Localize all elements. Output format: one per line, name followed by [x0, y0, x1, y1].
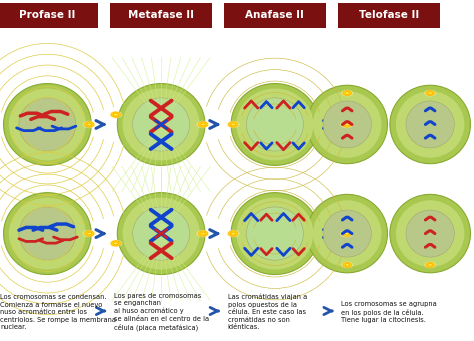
Ellipse shape — [424, 262, 436, 268]
Text: Anafase II: Anafase II — [246, 10, 304, 20]
Ellipse shape — [113, 113, 118, 116]
Ellipse shape — [342, 231, 352, 236]
Text: Metafase II: Metafase II — [128, 10, 194, 20]
Ellipse shape — [323, 210, 371, 257]
Ellipse shape — [390, 85, 470, 164]
Ellipse shape — [237, 197, 313, 270]
Text: Las cromátidas viajan a
polos opuestos de la
célula. En este caso las
cromátidas: Las cromátidas viajan a polos opuestos d… — [228, 294, 307, 330]
Ellipse shape — [4, 193, 91, 275]
Ellipse shape — [109, 111, 122, 118]
Ellipse shape — [9, 88, 86, 161]
Ellipse shape — [123, 88, 200, 161]
Ellipse shape — [227, 121, 240, 128]
Text: Los cromosomas se condensan.
Comienza a formarse el nuevo
nuso acromático entre : Los cromosomas se condensan. Comienza a … — [0, 294, 116, 330]
Ellipse shape — [118, 193, 205, 275]
Ellipse shape — [396, 200, 465, 267]
Ellipse shape — [428, 92, 432, 94]
FancyBboxPatch shape — [337, 3, 439, 28]
Ellipse shape — [231, 232, 236, 235]
Ellipse shape — [428, 264, 432, 266]
Ellipse shape — [345, 92, 349, 94]
Ellipse shape — [196, 230, 210, 237]
Ellipse shape — [228, 231, 238, 236]
Ellipse shape — [424, 90, 436, 97]
Ellipse shape — [231, 123, 236, 126]
Ellipse shape — [84, 231, 94, 236]
Text: Los pares de cromosomas
se enganchan
al huso acromático y
se alinéan en el centr: Los pares de cromosomas se enganchan al … — [114, 293, 209, 331]
Ellipse shape — [133, 207, 190, 260]
Ellipse shape — [246, 207, 303, 260]
Ellipse shape — [123, 197, 200, 270]
Ellipse shape — [426, 91, 434, 95]
Text: Profase II: Profase II — [19, 10, 75, 20]
Ellipse shape — [87, 232, 91, 235]
Ellipse shape — [201, 232, 205, 235]
Ellipse shape — [198, 231, 208, 236]
Ellipse shape — [342, 122, 352, 127]
Ellipse shape — [345, 232, 349, 235]
Text: Los cromosomas se agrupna
en los polos de la célula.
Tiene lugar la citocinesis.: Los cromosomas se agrupna en los polos d… — [341, 301, 437, 323]
Ellipse shape — [341, 90, 353, 97]
Ellipse shape — [343, 263, 351, 267]
Ellipse shape — [343, 91, 351, 95]
Ellipse shape — [133, 98, 190, 151]
Ellipse shape — [345, 264, 349, 266]
Ellipse shape — [323, 101, 371, 148]
Ellipse shape — [396, 91, 465, 158]
Ellipse shape — [19, 207, 76, 260]
Ellipse shape — [231, 84, 319, 165]
Ellipse shape — [406, 101, 454, 148]
Ellipse shape — [307, 194, 387, 273]
Ellipse shape — [390, 194, 470, 273]
Ellipse shape — [345, 123, 349, 126]
Ellipse shape — [111, 112, 120, 117]
Ellipse shape — [84, 122, 94, 127]
Ellipse shape — [82, 230, 96, 237]
Ellipse shape — [19, 98, 76, 151]
Ellipse shape — [82, 121, 96, 128]
Ellipse shape — [406, 210, 454, 257]
Ellipse shape — [196, 121, 210, 128]
Ellipse shape — [201, 123, 205, 126]
Ellipse shape — [426, 263, 434, 267]
Ellipse shape — [9, 197, 86, 270]
Ellipse shape — [87, 123, 91, 126]
Ellipse shape — [313, 200, 382, 267]
Ellipse shape — [109, 240, 122, 247]
Text: Telofase II: Telofase II — [358, 10, 419, 20]
Ellipse shape — [111, 241, 120, 246]
FancyBboxPatch shape — [110, 3, 212, 28]
Ellipse shape — [227, 230, 240, 237]
Ellipse shape — [118, 84, 205, 165]
Ellipse shape — [307, 85, 387, 164]
FancyBboxPatch shape — [0, 3, 99, 28]
FancyBboxPatch shape — [224, 3, 326, 28]
Ellipse shape — [4, 84, 91, 165]
Ellipse shape — [340, 121, 354, 128]
Ellipse shape — [113, 242, 118, 245]
Ellipse shape — [246, 98, 303, 151]
Ellipse shape — [198, 122, 208, 127]
Ellipse shape — [313, 91, 382, 158]
Ellipse shape — [340, 230, 354, 237]
Ellipse shape — [237, 88, 313, 161]
Ellipse shape — [341, 262, 353, 268]
Ellipse shape — [231, 193, 319, 275]
Ellipse shape — [228, 122, 238, 127]
